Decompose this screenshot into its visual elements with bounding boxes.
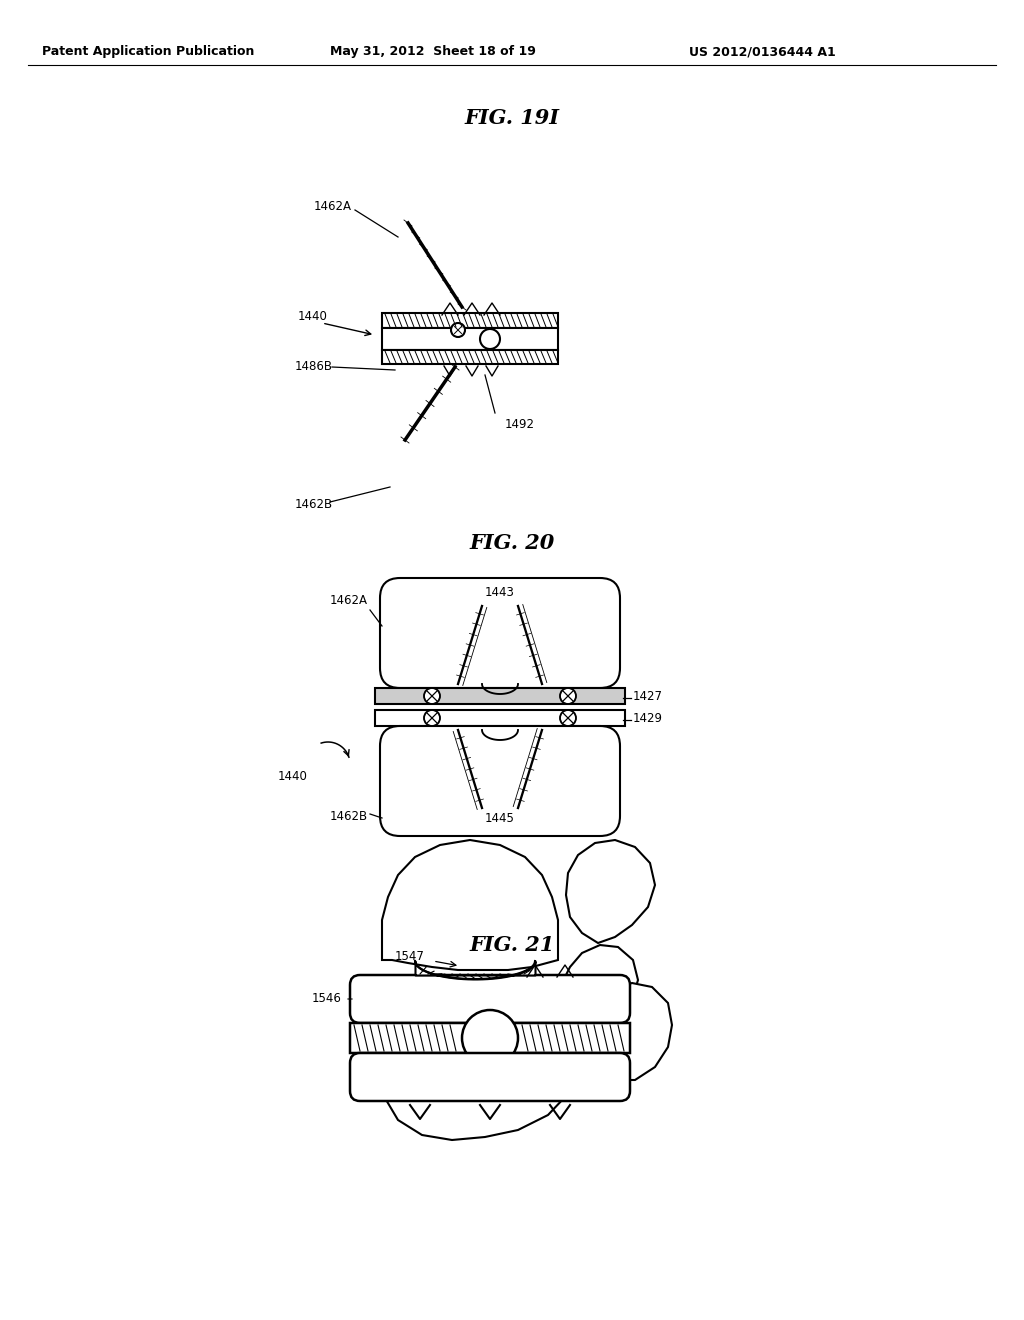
FancyBboxPatch shape [380, 726, 620, 836]
Text: 1547: 1547 [395, 949, 425, 962]
PathPatch shape [566, 840, 655, 942]
Text: 1492: 1492 [505, 418, 535, 432]
Text: 1462A: 1462A [330, 594, 368, 606]
Bar [382, 327, 558, 350]
Bar [382, 313, 558, 327]
Text: 1546: 1546 [312, 993, 342, 1006]
Bar [375, 688, 625, 704]
Circle shape [424, 710, 440, 726]
Circle shape [424, 688, 440, 704]
Text: FIG. 19I: FIG. 19I [465, 108, 559, 128]
Bar [375, 710, 625, 726]
Text: 1445: 1445 [485, 812, 515, 825]
Text: 1486B: 1486B [295, 360, 333, 374]
Text: 1440: 1440 [279, 770, 308, 783]
Text: 1443: 1443 [485, 586, 515, 599]
FancyBboxPatch shape [350, 975, 630, 1023]
FancyBboxPatch shape [380, 578, 620, 688]
Text: FIG. 21: FIG. 21 [469, 935, 555, 954]
Text: 1462B: 1462B [295, 499, 333, 511]
PathPatch shape [378, 945, 638, 1140]
Circle shape [462, 1010, 518, 1067]
Circle shape [451, 323, 465, 337]
Text: 1429: 1429 [633, 711, 663, 725]
PathPatch shape [600, 983, 672, 1080]
Text: 1427: 1427 [633, 689, 663, 702]
Circle shape [560, 688, 575, 704]
Text: 1462B: 1462B [330, 809, 368, 822]
FancyBboxPatch shape [350, 1053, 630, 1101]
Text: 1462A: 1462A [314, 201, 352, 214]
Text: Patent Application Publication: Patent Application Publication [42, 45, 254, 58]
Circle shape [480, 329, 500, 348]
Text: US 2012/0136444 A1: US 2012/0136444 A1 [688, 45, 836, 58]
Circle shape [560, 710, 575, 726]
Text: FIG. 20: FIG. 20 [469, 533, 555, 553]
PathPatch shape [382, 840, 558, 970]
Bar [382, 350, 558, 364]
Bar [350, 1023, 630, 1053]
Text: May 31, 2012  Sheet 18 of 19: May 31, 2012 Sheet 18 of 19 [330, 45, 536, 58]
Text: 1440: 1440 [298, 310, 328, 323]
